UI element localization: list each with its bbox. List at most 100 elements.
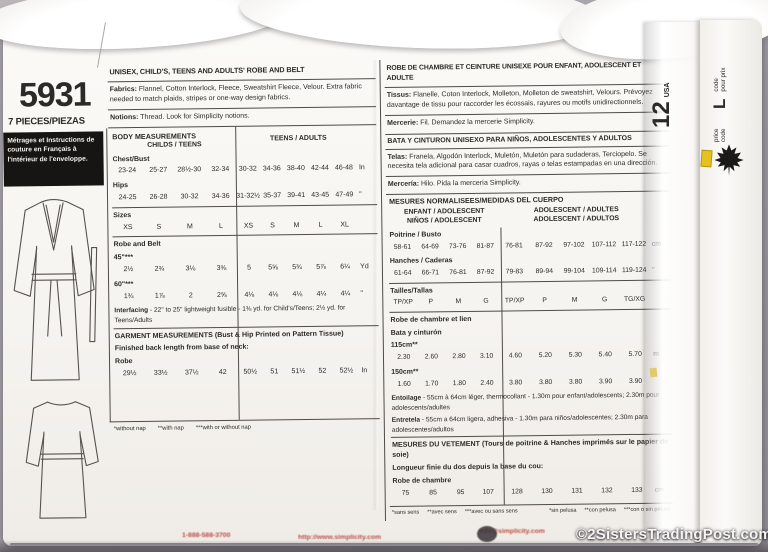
table-cell: 5.30 <box>568 351 582 359</box>
table-cell: 107-112 <box>591 240 617 249</box>
table-cell: 3⅜ <box>216 264 227 273</box>
table-cell: 4⅛ <box>292 290 303 298</box>
values-group-left: 61-64 66-71 76-81 87-92 <box>389 268 500 279</box>
code-pour-prix-label: code pour prix <box>712 67 727 92</box>
table-cell: 51 <box>270 368 279 376</box>
price-code-letter: L <box>710 98 729 109</box>
column-group-right: ADOLESCENT / ADULTES ADOLESCENT / ADULTOS <box>500 206 652 226</box>
table-cell: 4.60 <box>508 352 523 360</box>
table-cell: 99-104 <box>563 267 585 275</box>
values-group-left: 2.30 2.60 2.80 3.10 <box>390 352 501 363</box>
table-cell: 24-25 <box>118 194 137 202</box>
pieces-count: 7 PIECES/PIEZAS <box>8 115 85 128</box>
table-cell: 33½ <box>153 369 168 377</box>
values-group-left: TP/XP P M G <box>389 297 500 308</box>
table-cell: 2½ <box>123 266 134 274</box>
envelope-fold-strip <box>645 22 703 544</box>
group-label: ADOLESCENT / ADULTOS <box>533 215 620 224</box>
table-cell: 109-114 <box>591 267 617 275</box>
table-values-row: 1.60 1.70 1.80 2.40 3.80 3.80 3.80 3.90 3.90 <box>390 374 671 391</box>
table-cell: 2.30 <box>397 353 411 362</box>
table-cell: 30-32 <box>238 165 257 174</box>
table-cell: 1¾ <box>123 292 134 300</box>
pattern-number: 5931 <box>18 75 91 115</box>
robe-front-line-drawing <box>5 189 105 390</box>
group-label: CHILDS / TEENS <box>147 140 202 149</box>
table-cell: 131 <box>571 487 583 495</box>
section-label: Robe and Belt <box>113 241 161 249</box>
footnote: ***with or without nap <box>195 424 252 432</box>
values-group-right: 4.60 5.20 5.30 5.40 5.70 <box>500 350 650 361</box>
table-cell: 5⅝ <box>268 264 278 272</box>
table-cell: 2⅝ <box>216 291 227 299</box>
body-measurements-table: BODY MEASUREMENTS CHILDS / TEENS TEENS / A… <box>106 124 380 423</box>
table-cell: XS <box>243 222 254 230</box>
french-footnotes: *sans sens **avec sens ***avec ou sans sen… <box>392 509 518 518</box>
table-values-row: XS S M L XS S M L XL <box>112 218 377 235</box>
usa-label: USA <box>664 82 672 98</box>
footnote: *sans sens <box>391 509 420 517</box>
note-bold-label: Entretela <box>391 416 421 425</box>
mercerie-label: Mercerie: <box>387 119 419 127</box>
price-code-rotated: price code L code pour prix <box>710 66 730 142</box>
notions-label: Notions: <box>110 113 139 122</box>
values-group-right: 5 5⅝ 5¾ 5⅞ 6¼ <box>237 262 357 273</box>
table-cell: 25-27 <box>149 167 168 175</box>
values-group-right: 3.80 3.80 3.80 3.90 3.90 <box>501 376 651 387</box>
table-values-row: 2.302.602.803.104.605.205.305.405.70m <box>390 348 671 365</box>
table-values-row: 23-24 25-27 28½-30 32-34 30-32 34-36 38-40 42-4… <box>112 162 377 179</box>
note-line: Interfacing - 22" to 25" lightweight fus… <box>114 304 346 325</box>
table-cell: 4⅛ <box>244 291 255 299</box>
table-cell: 85 <box>429 489 437 497</box>
values-group-left: 75 85 95 107 <box>392 487 503 498</box>
table-cell: G <box>483 298 489 306</box>
tissus-text: Flanelle, Coton Interlock, Molleton, Mol… <box>386 89 653 110</box>
values-group-right: 79-83 89-94 99-104 109-114 119-124 <box>499 266 649 277</box>
unit-label: In <box>358 164 365 172</box>
column-group-left: ENFANT / ADOLESCENT NIÑOS / ADOLESCENT <box>388 208 500 227</box>
table-cell: 58-61 <box>393 243 412 251</box>
footnote: **with nap <box>157 425 184 432</box>
table-cell: 52½ <box>339 367 354 375</box>
values-group-left: 1.60 1.70 1.80 2.40 <box>390 378 501 389</box>
table-cell: 2.40 <box>480 379 494 387</box>
section-label: Bata y cinturón <box>390 328 442 337</box>
table-cell: 34-36 <box>262 165 281 173</box>
size-code-rotated: 12 USA <box>648 82 675 128</box>
table-cell: 3.90 <box>598 377 613 385</box>
values-group-left: 58-61 64-69 73-76 81-87 <box>389 241 500 252</box>
table-cell: G <box>601 296 608 304</box>
table-cell: 5.40 <box>598 351 612 359</box>
table-cell: 76-81 <box>505 242 523 250</box>
table-cell: P <box>428 298 434 306</box>
table-cell: 79-83 <box>505 268 524 276</box>
table-cell: 38-40 <box>286 165 305 173</box>
table-cell: 73-76 <box>448 242 467 250</box>
footnote: *without nap <box>113 425 146 433</box>
values-group-right: 128 130 131 132 133 <box>502 485 652 496</box>
values-group-left: XS S M L <box>112 221 236 232</box>
table-cell: 51½ <box>291 367 306 376</box>
values-group-left: 2½ 2¾ 3⅛ 3⅜ <box>113 264 237 275</box>
simplicity-logo-dot <box>477 526 497 542</box>
table-cell: 132 <box>601 486 613 495</box>
table-cell: 30-32 <box>180 193 199 201</box>
table-cell: 1.70 <box>425 379 439 388</box>
table-cell: M <box>186 222 193 231</box>
french-note-box: Métrages et Instructions de couture en F… <box>3 131 104 187</box>
table-cell: 1.80 <box>452 379 466 387</box>
table-cell: P <box>542 297 547 305</box>
envelope-paper <box>3 20 762 546</box>
table-cell: 5 <box>247 264 252 272</box>
table-cell: TP/XP <box>504 297 525 305</box>
section-label: Robe de chambre et lien <box>390 315 472 324</box>
unit-label <box>357 220 378 230</box>
table-cell: 34-36 <box>211 192 230 201</box>
values-group-right: 50½ 51 51½ 52 52½ <box>238 366 358 377</box>
table-cell: TP/XP <box>393 298 413 307</box>
values-group-left: 29½ 33½ 37½ 42 <box>114 368 238 379</box>
english-section: UNISEX, CHILD'S, TEENS AND ADULTS' ROBE … <box>106 60 380 436</box>
unit-label: " <box>360 289 364 297</box>
phone-number: 1-888-588-3700 <box>182 532 231 539</box>
column-group-right: TEENS / ADULTS <box>269 134 327 143</box>
